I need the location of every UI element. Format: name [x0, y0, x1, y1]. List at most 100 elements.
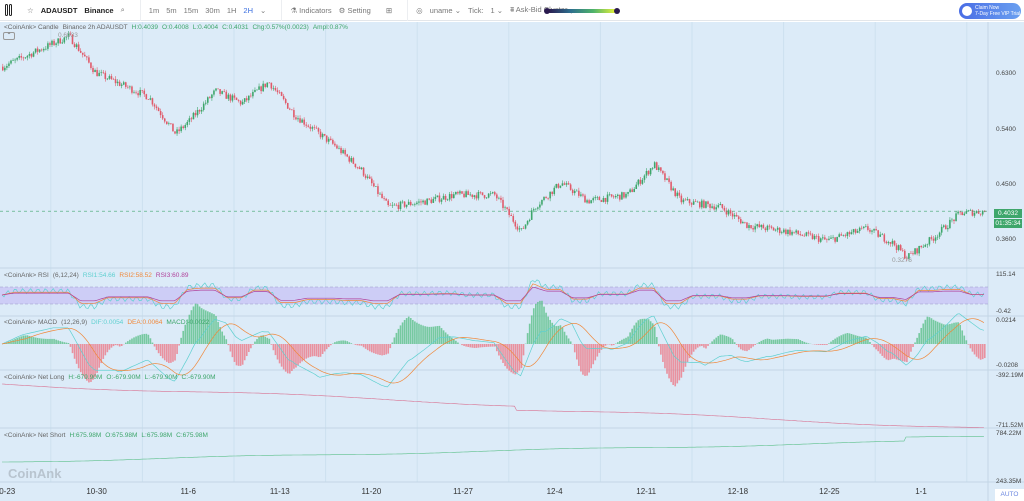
macd-bar [981, 344, 984, 360]
macd-bar [260, 335, 262, 344]
macd-bar [781, 339, 783, 344]
candle [432, 198, 435, 203]
candle [40, 49, 43, 51]
chart-canvas[interactable] [0, 22, 1024, 501]
exchange[interactable]: Binance [84, 5, 114, 15]
candle [178, 129, 180, 132]
macd-bar [895, 344, 898, 360]
candle [662, 170, 664, 174]
macd-bar [559, 325, 562, 344]
macd-bar [549, 319, 551, 344]
macd-bar [629, 332, 631, 344]
macd-bar [725, 336, 728, 344]
macd-bar [787, 338, 789, 344]
macd-bar [703, 344, 705, 348]
candle [405, 204, 408, 207]
macd-bar [750, 344, 752, 349]
candle [524, 224, 527, 229]
macd-bar [364, 344, 367, 349]
heatmap-color-slider[interactable] [544, 7, 620, 14]
candle [586, 200, 588, 203]
setting-button[interactable]: ⚙ Setting [339, 6, 371, 15]
candle [444, 195, 447, 200]
macd-bar [118, 344, 121, 347]
macd-bar [40, 338, 43, 344]
candle [832, 237, 834, 239]
candle [842, 235, 845, 236]
candle [674, 188, 676, 197]
star-icon[interactable]: ☆ [27, 5, 34, 15]
macd-bar [209, 312, 211, 344]
macd-bar [446, 334, 449, 344]
candle [67, 33, 70, 37]
macd-bar [92, 344, 94, 380]
candle [619, 194, 621, 200]
indicators-button[interactable]: ⚗ Indicators [290, 6, 331, 15]
chevron-down-icon[interactable]: ⌄ [260, 5, 267, 15]
macd-bar [237, 344, 240, 366]
chart-area[interactable]: <CoinAnk> Candle Binance 2h ADAUSDT H:0.40… [0, 22, 1024, 501]
eye-icon[interactable]: ◎ [416, 5, 423, 15]
layout-grid-icon[interactable]: ⊞ [385, 5, 393, 15]
search-icon[interactable]: ⌕ [120, 5, 125, 14]
macd-bar [545, 312, 547, 344]
macd-bar [805, 342, 808, 344]
candle [873, 229, 875, 231]
macd-bar [407, 316, 410, 344]
macd-bar [102, 344, 105, 359]
macd-bar [934, 320, 937, 344]
candle [639, 179, 642, 184]
candle [811, 234, 814, 240]
macd-bar [502, 344, 504, 363]
candle [65, 36, 68, 38]
macd-bar [38, 338, 41, 344]
user-dropdown[interactable]: uname ⌄ [429, 5, 461, 15]
candle [475, 195, 478, 199]
macd-bar [342, 340, 344, 344]
tick-dropdown[interactable]: 1 ⌄ [490, 5, 504, 15]
symbol[interactable]: ADAUSDT [40, 5, 78, 15]
candle [584, 195, 586, 203]
macd-bar [699, 344, 701, 347]
macd-bar [215, 316, 217, 344]
interval-5m[interactable]: 5m [166, 5, 177, 15]
macd-bar [914, 342, 916, 344]
candle [168, 123, 170, 124]
candle [516, 226, 519, 230]
candle [875, 229, 877, 231]
vip-trial-button[interactable]: Claim Now 7-Day Free VIP Trial [959, 3, 1021, 19]
candle [272, 88, 275, 89]
macd-bar [264, 336, 267, 344]
macd-bar [840, 335, 843, 344]
macd-bar [830, 341, 832, 344]
macd-bar [98, 344, 100, 368]
macd-bar [655, 337, 658, 344]
macd-bar [633, 325, 636, 344]
candle [43, 49, 45, 51]
macd-bar [457, 342, 459, 344]
interval-1m[interactable]: 1m [148, 5, 160, 15]
interval-30m[interactable]: 30m [205, 5, 220, 15]
candle [450, 194, 453, 199]
interval-2h[interactable]: 2H [243, 5, 254, 15]
interval-15m[interactable]: 15m [183, 5, 199, 15]
candle [785, 229, 787, 235]
candle [887, 242, 890, 244]
legend-high: H:0.4039 [131, 24, 159, 31]
candle [352, 158, 355, 164]
candle [520, 228, 523, 229]
candle [623, 192, 625, 198]
collapse-legend-button[interactable]: ⌃ [3, 32, 15, 40]
candle [668, 178, 670, 182]
macd-bar [483, 344, 486, 348]
auto-scale-button[interactable]: AUTO [995, 489, 1024, 501]
macd-bar [867, 338, 869, 344]
candle [949, 219, 951, 229]
candle [122, 82, 125, 85]
candle [528, 219, 531, 222]
candle [614, 195, 617, 198]
candle [981, 210, 984, 215]
interval-1h[interactable]: 1H [226, 5, 237, 15]
candle [938, 232, 941, 237]
candle [350, 158, 353, 162]
